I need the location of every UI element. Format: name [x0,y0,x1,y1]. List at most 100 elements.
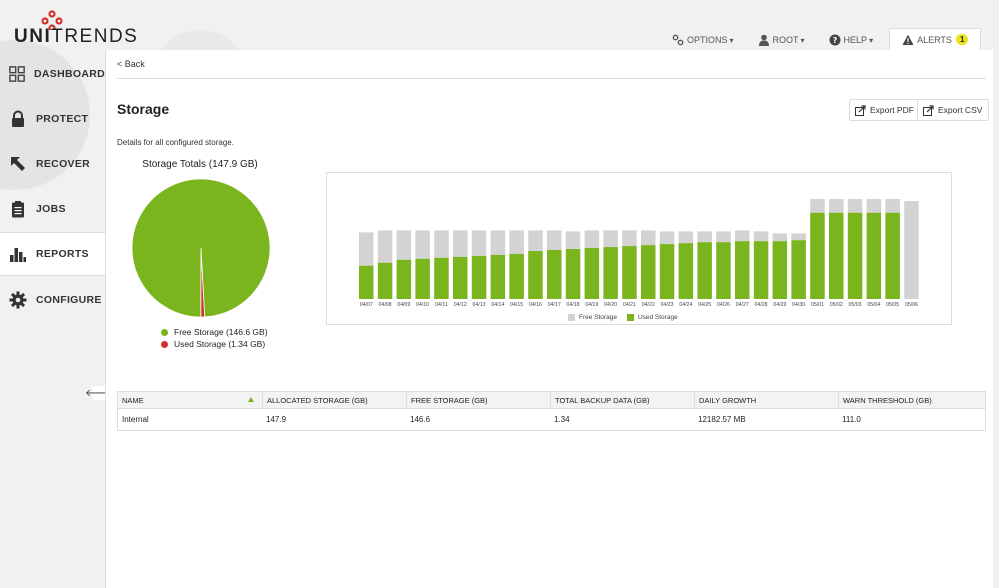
bar-used-segment[interactable] [434,257,449,299]
bar-used-segment[interactable] [453,256,468,299]
bar-free-segment[interactable] [453,230,468,257]
bar-used-segment[interactable] [641,245,656,299]
bar-free-segment[interactable] [697,231,712,243]
sidebar-item-jobs[interactable]: JOBS [0,187,105,231]
bar-used-segment[interactable] [697,242,712,299]
bar-used-segment[interactable] [829,212,844,299]
bar-free-segment[interactable] [490,230,506,255]
bar-used-segment[interactable] [415,258,430,299]
x-tick-label: 04/14 [491,302,504,308]
x-tick-label: 05/01 [811,302,824,308]
sidebar-item-recover[interactable]: RECOVER [0,142,105,186]
export-pdf-button[interactable]: Export PDF [849,99,921,121]
legend-item-used: Used Storage (1.34 GB) [161,338,268,350]
bar-used-segment[interactable] [885,212,900,299]
bar-free-segment[interactable] [735,230,750,242]
bar-free-segment[interactable] [603,230,618,248]
bar-used-segment[interactable] [716,242,731,299]
clipboard-icon [12,201,24,218]
bar-free-segment[interactable] [772,233,788,242]
bar-free-segment[interactable] [584,230,600,249]
brand-name: UNITRENDS [14,26,139,47]
bar-used-segment[interactable] [584,248,600,299]
bar-used-segment[interactable] [359,265,374,299]
bar-used-segment[interactable] [791,240,806,299]
bar-used-segment[interactable] [659,244,675,299]
sidebar-item-dashboard[interactable]: DASHBOARD [0,52,105,96]
column-header-allocated[interactable]: ALLOCATED STORAGE (GB) [262,392,406,408]
bar-used-segment[interactable] [528,250,543,299]
sidebar: DASHBOARD PROTECT RECOVER JOBS REPORTS C… [0,52,112,588]
bar-free-segment[interactable] [847,199,863,213]
bar-free-segment[interactable] [509,230,524,254]
bar-used-segment[interactable] [565,249,581,299]
main-panel: < Back Storage Export PDF Export CSV Det… [105,50,993,588]
bar-free-segment[interactable] [678,231,694,244]
export-pdf-label: Export PDF [870,105,914,115]
bar-used-segment[interactable] [603,247,618,299]
bar-free-segment[interactable] [622,230,637,247]
table-row[interactable]: Internal 147.9 146.6 1.34 12182.57 MB 11… [118,409,985,430]
bar-free-segment[interactable] [415,230,430,259]
bar-free-segment[interactable] [377,230,393,263]
pie-slice-free[interactable] [131,178,271,318]
bar-free-segment[interactable] [904,201,919,299]
bar-used-segment[interactable] [847,212,863,299]
collapse-sidebar-button[interactable]: 🡐 [85,386,112,400]
column-header-daily-growth[interactable]: DAILY GROWTH [694,392,838,408]
pie-legend: Free Storage (146.6 GB) Used Storage (1.… [161,326,268,350]
bar-free-segment[interactable] [641,230,656,246]
sidebar-item-reports[interactable]: REPORTS [0,232,105,276]
column-header-free[interactable]: FREE STORAGE (GB) [406,392,550,408]
column-header-warn-threshold[interactable]: WARN THRESHOLD (GB) [838,392,982,408]
bar-free-segment[interactable] [866,199,882,213]
bar-used-segment[interactable] [471,255,487,299]
bar-free-segment[interactable] [359,232,374,266]
bar-used-segment[interactable] [678,243,694,299]
bar-free-segment[interactable] [716,231,731,243]
options-menu[interactable]: OPTIONS ▾ [660,30,746,50]
alerts-menu[interactable]: ALERTS 1 [889,28,982,50]
bar-used-segment[interactable] [509,253,524,299]
bar-free-segment[interactable] [791,233,806,241]
bar-free-segment[interactable] [753,231,769,242]
bar-free-segment[interactable] [396,230,412,260]
table-cell: Internal [122,415,149,424]
bar-free-segment[interactable] [885,199,900,213]
bar-used-segment[interactable] [622,246,637,299]
bar-free-segment[interactable] [434,230,449,258]
brand-logo[interactable]: UNITRENDS [14,10,144,47]
bar-free-segment[interactable] [471,230,487,256]
x-tick-label: 04/21 [623,302,636,308]
back-link[interactable]: < Back [117,59,145,69]
bar-free-segment[interactable] [829,199,844,213]
help-menu[interactable]: ? HELP ▾ [817,30,886,50]
export-csv-label: Export CSV [938,105,983,115]
user-icon [758,34,769,46]
root-menu[interactable]: ROOT ▾ [746,30,817,50]
export-csv-button[interactable]: Export CSV [917,99,990,121]
column-header-total-backup[interactable]: TOTAL BACKUP DATA (GB) [550,392,694,408]
bar-used-segment[interactable] [490,254,506,299]
bar-free-segment[interactable] [528,230,543,251]
x-tick-label: 04/19 [585,302,598,308]
sidebar-item-protect[interactable]: PROTECT [0,97,105,141]
bar-used-segment[interactable] [810,212,825,299]
bar-used-segment[interactable] [753,241,769,299]
bar-used-segment[interactable] [866,212,882,299]
bar-used-segment[interactable] [396,259,412,299]
bar-free-segment[interactable] [565,231,581,250]
bar-used-segment[interactable] [377,262,393,299]
bar-used-segment[interactable] [772,241,788,299]
x-tick-label: 05/03 [849,302,862,308]
help-label: HELP [843,35,868,45]
bar-free-segment[interactable] [547,230,562,250]
x-tick-label: 04/28 [755,302,768,308]
column-header-name[interactable]: NAME [118,392,262,408]
bar-free-segment[interactable] [810,199,825,213]
bar-used-segment[interactable] [547,250,562,299]
alerts-count-badge: 1 [955,34,969,45]
bar-free-segment[interactable] [659,231,675,245]
bar-used-segment[interactable] [735,241,750,299]
sidebar-item-configure[interactable]: CONFIGURE [0,278,105,322]
